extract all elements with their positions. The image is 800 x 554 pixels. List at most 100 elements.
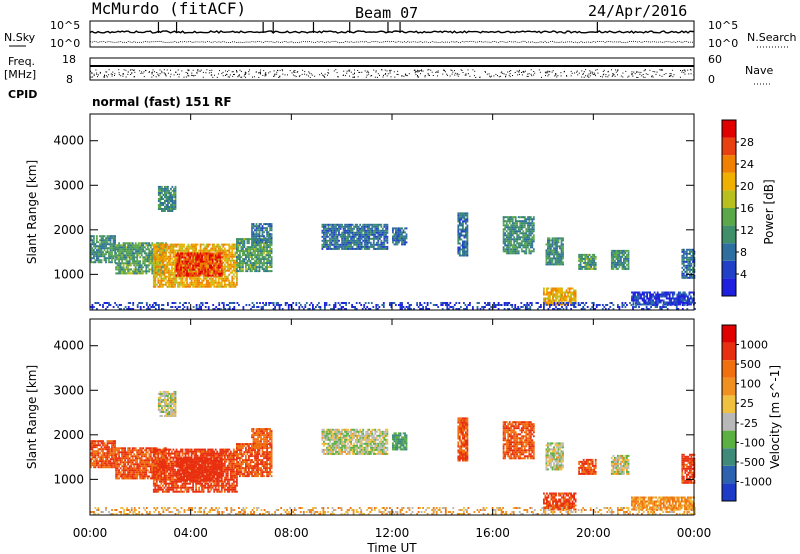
power-cell bbox=[124, 244, 127, 247]
power-cell bbox=[264, 250, 267, 253]
power-cell bbox=[208, 270, 211, 273]
power-cell bbox=[151, 258, 154, 261]
power-cell bbox=[667, 293, 670, 296]
power-cell bbox=[148, 254, 151, 257]
power-cell bbox=[106, 235, 109, 238]
power-cell bbox=[145, 304, 148, 306]
power-cell bbox=[252, 262, 255, 265]
power-cell bbox=[269, 256, 272, 259]
power-cell bbox=[365, 247, 368, 250]
power-cell bbox=[189, 266, 192, 269]
power-cell bbox=[525, 246, 528, 249]
power-cell bbox=[165, 192, 168, 194]
power-cell bbox=[184, 253, 187, 256]
power-cell bbox=[171, 306, 174, 308]
power-cell bbox=[260, 235, 262, 238]
power-cell bbox=[267, 256, 270, 259]
power-cell bbox=[522, 226, 525, 229]
power-cell bbox=[354, 225, 357, 228]
power-cell bbox=[211, 247, 214, 250]
power-cell bbox=[347, 245, 350, 248]
power-cell bbox=[587, 255, 590, 258]
power-cell bbox=[260, 241, 262, 244]
power-cell bbox=[289, 304, 292, 306]
power-cell bbox=[564, 291, 566, 294]
power-cell bbox=[398, 235, 400, 238]
power-cell bbox=[564, 293, 566, 296]
power-cell bbox=[324, 245, 327, 248]
power-cell bbox=[632, 297, 635, 300]
power-cell bbox=[225, 279, 228, 282]
power-cell bbox=[231, 269, 234, 272]
power-cell bbox=[146, 246, 149, 249]
power-cell bbox=[380, 233, 383, 236]
power-cell bbox=[140, 242, 143, 245]
power-cell bbox=[237, 240, 240, 243]
power-cell bbox=[115, 248, 118, 251]
power-cell bbox=[187, 275, 190, 278]
power-cell bbox=[149, 268, 152, 271]
power-cell bbox=[157, 272, 160, 275]
power-cell bbox=[165, 269, 167, 272]
power-cell bbox=[266, 260, 269, 263]
power-cell bbox=[327, 235, 330, 238]
power-cell bbox=[687, 256, 690, 259]
power-cell bbox=[248, 260, 250, 263]
power-cell bbox=[382, 302, 385, 304]
power-cell bbox=[91, 249, 94, 252]
power-cell bbox=[526, 224, 529, 227]
power-cell bbox=[552, 287, 554, 290]
power-cell bbox=[632, 308, 634, 310]
power-cell bbox=[237, 254, 240, 257]
power-cell bbox=[617, 304, 619, 306]
power-cell bbox=[112, 237, 115, 240]
power-cell bbox=[121, 262, 124, 265]
power-cell bbox=[219, 262, 222, 265]
power-cell bbox=[579, 257, 582, 260]
power-cell bbox=[174, 269, 176, 272]
power-cell bbox=[529, 250, 532, 253]
power-cell bbox=[381, 231, 384, 234]
power-cell bbox=[102, 304, 104, 306]
power-cell bbox=[232, 243, 235, 246]
power-cell bbox=[105, 261, 107, 264]
power-cell bbox=[239, 244, 241, 247]
power-cell bbox=[222, 277, 225, 280]
power-cell bbox=[682, 260, 685, 263]
power-cell bbox=[223, 275, 226, 278]
power-cell bbox=[114, 249, 117, 252]
power-cell bbox=[202, 252, 205, 255]
power-cell bbox=[263, 248, 265, 251]
power-cell bbox=[245, 270, 247, 273]
power-cell bbox=[155, 267, 158, 270]
power-cell bbox=[507, 224, 510, 227]
power-cell bbox=[165, 204, 168, 206]
power-cell bbox=[220, 285, 223, 288]
power-cell bbox=[168, 210, 171, 212]
power-cell bbox=[134, 256, 137, 259]
power-cell bbox=[357, 235, 360, 238]
power-cell bbox=[532, 216, 535, 219]
power-cell bbox=[171, 279, 173, 282]
power-cell bbox=[190, 272, 193, 275]
power-cell bbox=[192, 245, 195, 248]
power-cell bbox=[195, 262, 198, 265]
power-cell bbox=[169, 285, 172, 288]
power-cell bbox=[183, 254, 185, 257]
power-cell bbox=[122, 262, 125, 265]
power-cell bbox=[214, 247, 217, 250]
power-cell bbox=[612, 253, 615, 256]
power-cell bbox=[136, 262, 139, 265]
power-cell bbox=[339, 308, 341, 310]
power-cell bbox=[324, 306, 326, 308]
power-cell bbox=[114, 235, 117, 238]
power-cell bbox=[551, 251, 554, 254]
power-cell bbox=[275, 302, 278, 304]
power-cell bbox=[186, 247, 188, 250]
power-cell bbox=[159, 259, 161, 262]
power-cell bbox=[684, 256, 687, 259]
power-cell bbox=[543, 293, 545, 296]
power-cell bbox=[257, 238, 259, 241]
power-cell bbox=[690, 258, 693, 261]
power-cell bbox=[376, 304, 379, 306]
